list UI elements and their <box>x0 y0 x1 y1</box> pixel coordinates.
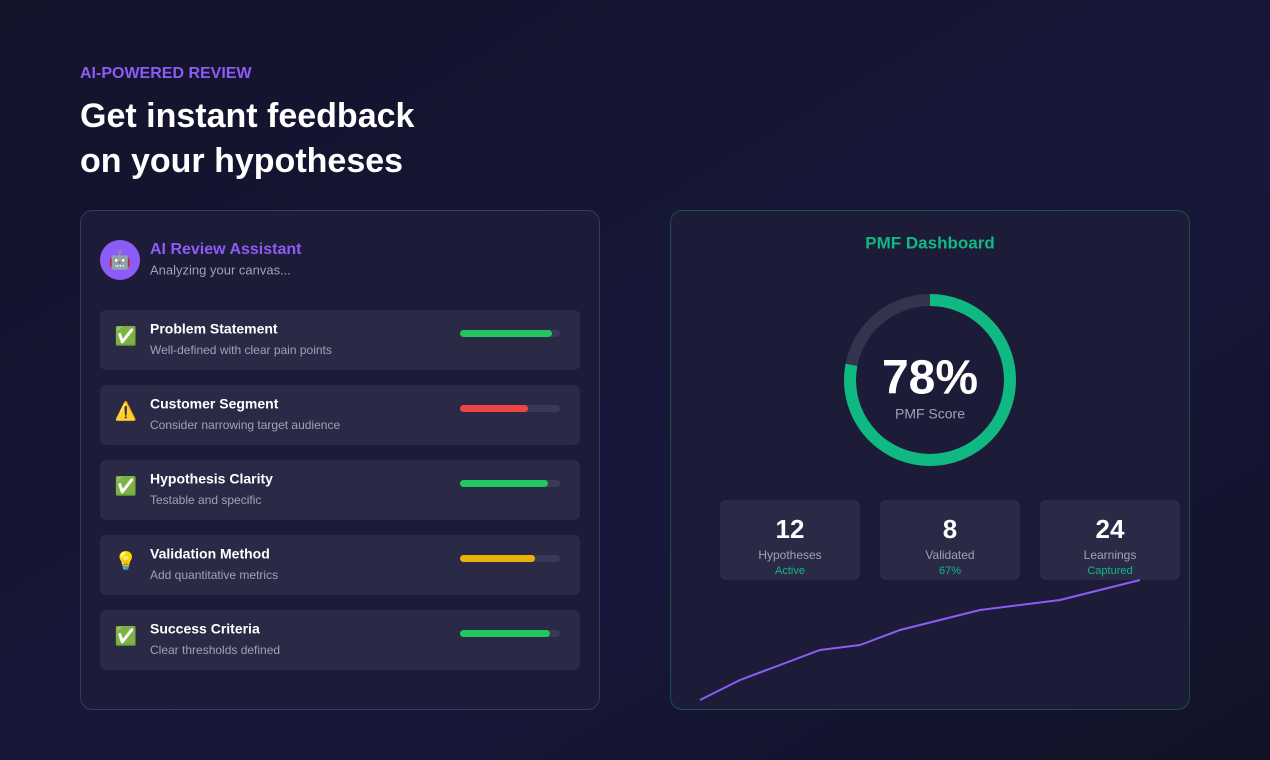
item-title: Hypothesis Clarity <box>150 471 273 487</box>
progress-bar <box>460 405 528 412</box>
item-icon: ⚠️ <box>115 400 137 421</box>
progress-bar <box>460 555 535 562</box>
review-item <box>100 460 580 520</box>
item-icon: 💡 <box>115 550 137 571</box>
item-title: Validation Method <box>150 546 270 562</box>
stat-sub: Active <box>775 565 805 577</box>
stat-label: Validated <box>925 548 974 562</box>
item-icon: ✅ <box>115 625 137 646</box>
review-item <box>100 610 580 670</box>
item-note: Clear thresholds defined <box>150 643 280 657</box>
item-note: Add quantitative metrics <box>150 568 278 582</box>
avatar-icon: 🤖 <box>109 249 131 270</box>
item-title: Problem Statement <box>150 321 278 337</box>
stat-label: Learnings <box>1084 548 1137 562</box>
review-item <box>100 385 580 445</box>
eyebrow: AI-POWERED REVIEW <box>80 65 252 82</box>
item-icon: ✅ <box>115 475 137 496</box>
stat-sub: Captured <box>1087 565 1132 577</box>
item-note: Testable and specific <box>150 493 261 507</box>
review-item <box>100 310 580 370</box>
stat-sub: 67% <box>939 565 961 577</box>
progress-bar <box>460 330 552 337</box>
stat-box <box>720 500 860 580</box>
headline: Get instant feedback <box>80 97 415 135</box>
progress-bar <box>460 630 550 637</box>
item-icon: ✅ <box>115 325 137 346</box>
dashboard-title: PMF Dashboard <box>865 233 994 252</box>
assistant-subtitle: Analyzing your canvas... <box>150 262 291 277</box>
stat-value: 24 <box>1096 514 1125 544</box>
stat-box <box>880 500 1020 580</box>
gauge-caption: PMF Score <box>895 406 965 422</box>
stat-label: Hypotheses <box>758 548 821 562</box>
item-note: Well-defined with clear pain points <box>150 343 332 357</box>
gauge-value: 78% <box>882 352 978 405</box>
stat-value: 12 <box>776 514 805 544</box>
stat-box <box>1040 500 1180 580</box>
item-title: Customer Segment <box>150 396 279 412</box>
avatar <box>100 240 140 280</box>
progress-bar <box>460 480 548 487</box>
review-item <box>100 535 580 595</box>
gauge-arc <box>844 294 1016 466</box>
item-title: Success Criteria <box>150 621 260 637</box>
trend-line <box>699 579 1141 701</box>
stat-value: 8 <box>943 514 957 544</box>
item-note: Consider narrowing target audience <box>150 418 340 432</box>
headline: on your hypotheses <box>80 142 403 180</box>
assistant-title: AI Review Assistant <box>150 241 302 258</box>
